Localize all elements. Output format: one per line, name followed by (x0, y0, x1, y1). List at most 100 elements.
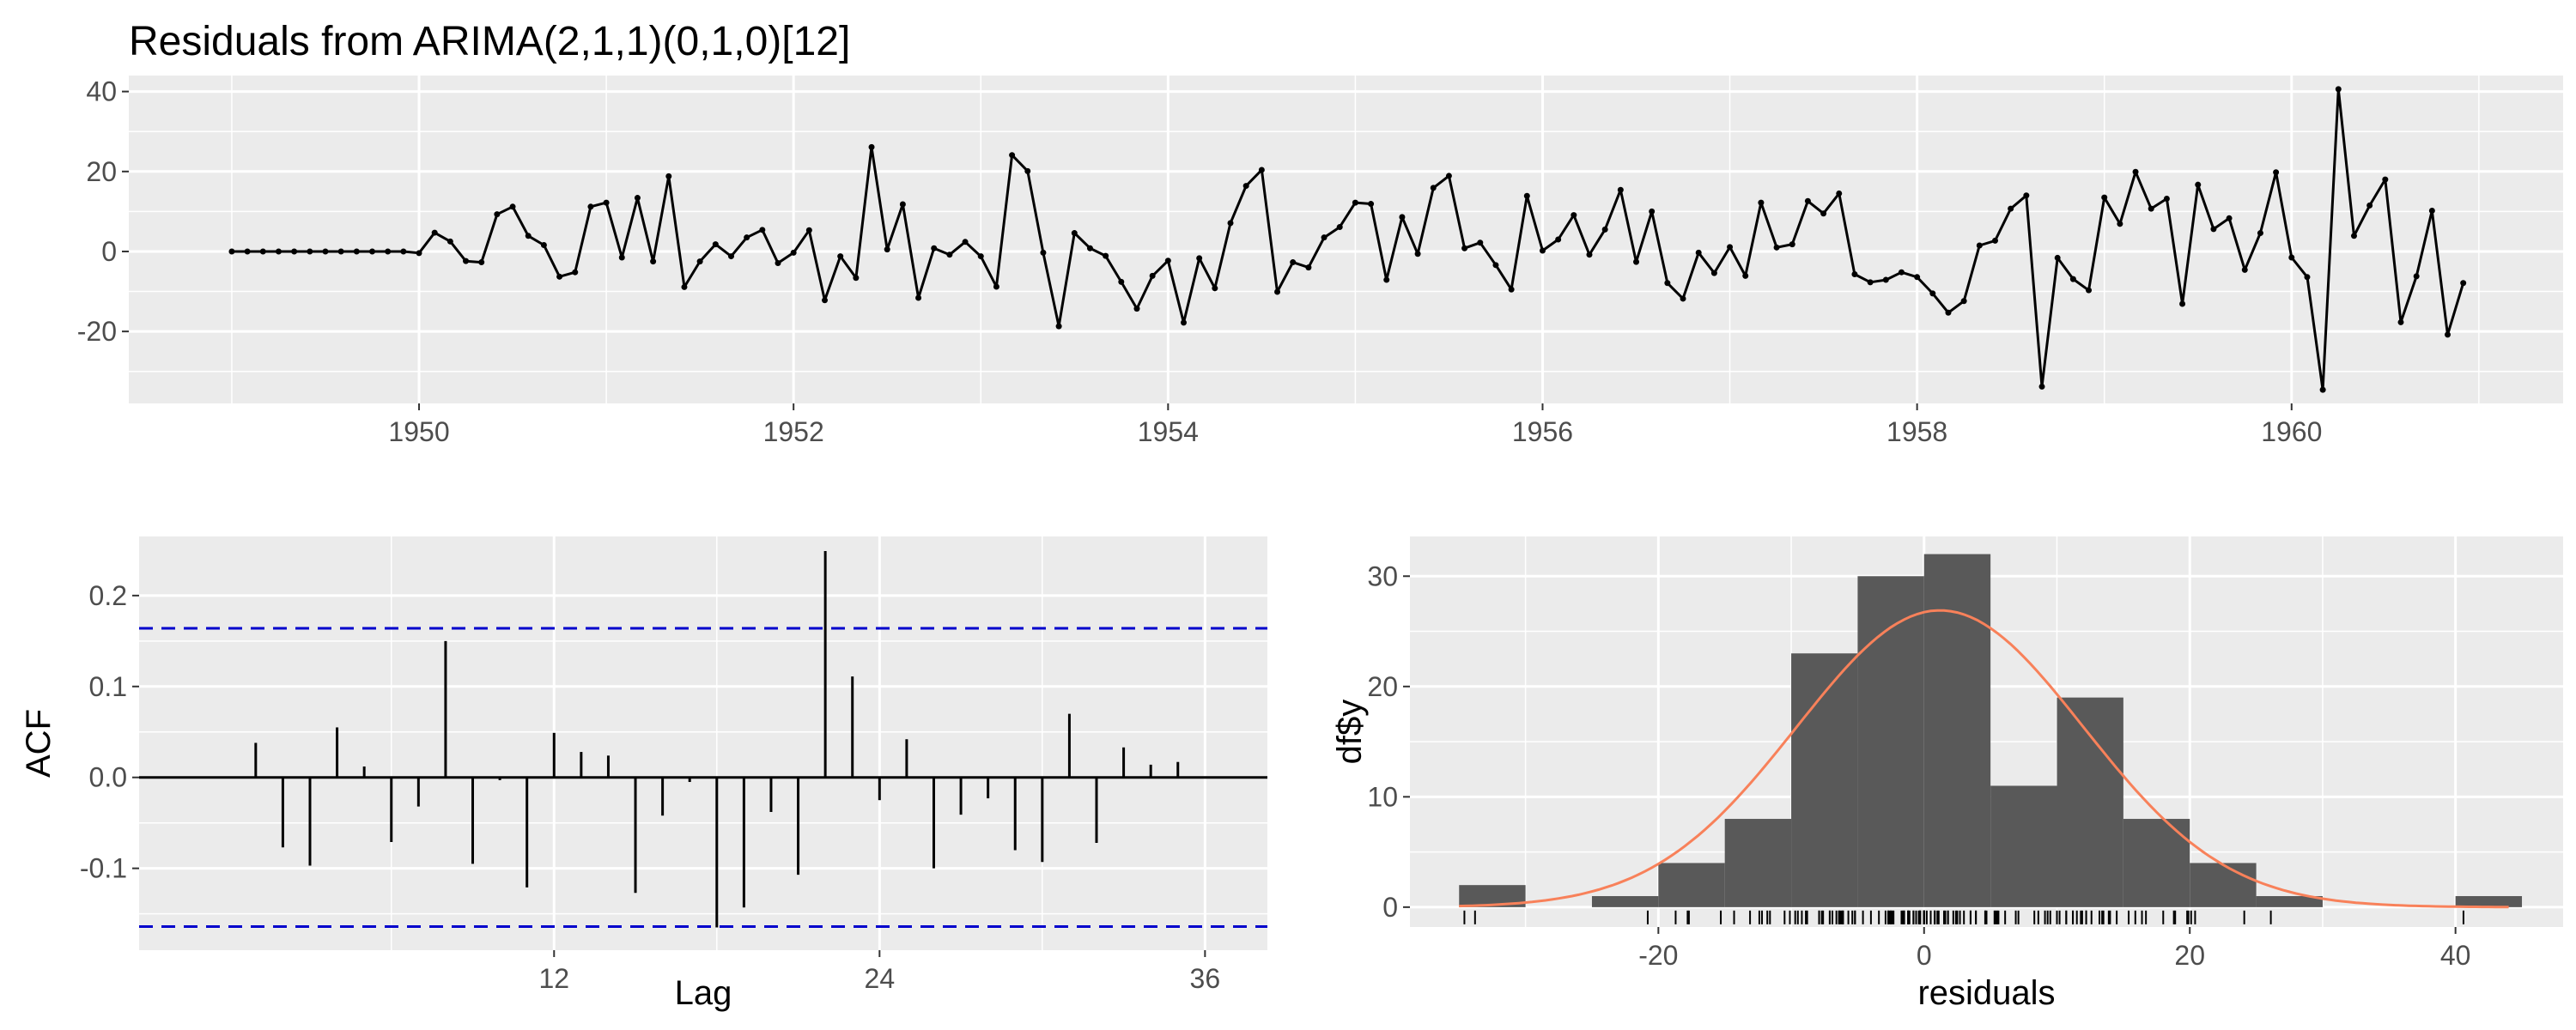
residual-point (681, 283, 688, 290)
residual-point (1617, 186, 1624, 193)
residual-point (650, 258, 657, 265)
residual-point (2117, 221, 2123, 227)
histogram-bar (1923, 554, 1991, 907)
residual-point (259, 248, 266, 255)
histogram-x-tick-label: -20 (1638, 940, 1678, 971)
residual-point (2241, 266, 2248, 273)
residual-point (1789, 241, 1795, 248)
residual-point (2038, 383, 2045, 390)
residual-point (540, 242, 547, 249)
histogram-bar (2455, 896, 2523, 907)
residual-point (353, 248, 360, 255)
timeseries-x-tick-label: 1954 (1138, 416, 1199, 447)
residual-point (884, 246, 890, 253)
acf-x-tick-label: 12 (538, 963, 569, 994)
residual-point (1976, 242, 1983, 249)
residual-point (712, 241, 719, 248)
histogram-x-tick-label: 40 (2440, 940, 2471, 971)
residual-point (1571, 212, 1577, 219)
residual-point (1836, 190, 1843, 197)
residual-point (915, 294, 922, 301)
timeseries-y-tick-label: 40 (86, 76, 117, 107)
residual-point (2350, 233, 2357, 239)
residual-point (2132, 168, 2139, 175)
residual-point (291, 248, 298, 255)
residual-point (1695, 249, 1702, 256)
timeseries-x-tick-label: 1952 (763, 416, 824, 447)
residual-point (1820, 210, 1827, 217)
chart-title: Residuals from ARIMA(2,1,1)(0,1,0)[12] (129, 19, 850, 64)
residual-point (1898, 269, 1905, 276)
residual-point (1727, 244, 1734, 251)
residual-point (1305, 264, 1312, 271)
residual-point (2086, 287, 2093, 294)
histogram-x-tick-label: 0 (1917, 940, 1932, 971)
residual-point (946, 251, 953, 258)
histogram-bar (2057, 697, 2123, 907)
residual-point (1164, 258, 1171, 264)
residual-point (1103, 252, 1109, 259)
residual-point (1196, 255, 1203, 262)
residual-point (1680, 295, 1686, 302)
histogram-bar (1990, 785, 2057, 907)
residual-point (727, 253, 734, 260)
timeseries-panel (129, 76, 2563, 403)
residual-point (2008, 205, 2014, 212)
histogram-x-axis-label: residuals (1917, 974, 2055, 1012)
timeseries-x-tick-label: 1950 (388, 416, 449, 447)
residual-point (2148, 205, 2154, 212)
residual-point (431, 229, 438, 236)
histogram-bar (2256, 896, 2323, 907)
residual-point (1773, 244, 1780, 251)
residual-point (2273, 169, 2280, 176)
histogram-bar (1857, 576, 1924, 907)
residual-point (2069, 276, 2076, 282)
residual-point (322, 248, 329, 255)
residual-point (2382, 176, 2389, 183)
residual-point (385, 248, 392, 255)
residual-point (1040, 249, 1047, 256)
residual-point (1055, 323, 1062, 330)
residual-point (2226, 215, 2233, 221)
timeseries-y-tick-label: -20 (77, 316, 117, 347)
residual-point (463, 258, 470, 264)
acf-y-tick-label: 0.0 (89, 762, 127, 793)
residual-point (1071, 230, 1078, 237)
residual-point (1633, 258, 1640, 265)
residual-point (1601, 226, 1608, 233)
residual-point (2179, 300, 2186, 307)
residual-point (1180, 319, 1187, 326)
residual-point (1882, 276, 1889, 283)
acf-panel (139, 536, 1267, 950)
residual-point (494, 211, 501, 218)
residual-point (1991, 237, 1998, 244)
residual-point (775, 259, 781, 266)
residual-point (899, 201, 906, 208)
residual-point (837, 253, 844, 260)
residual-point (1321, 234, 1327, 241)
histogram-bar (1791, 653, 1858, 907)
residual-point (228, 248, 235, 255)
residual-point (1539, 247, 1546, 254)
residual-point (1414, 251, 1421, 258)
normal-density-curve (1459, 609, 2509, 909)
residual-point (509, 203, 516, 210)
histogram-bar (2190, 863, 2257, 907)
histogram-bar (1724, 819, 1792, 907)
residual-point (1710, 270, 1717, 276)
timeseries-y-tick-label: 20 (86, 156, 117, 187)
residual-point (2319, 386, 2326, 393)
timeseries-x-tick-label: 1958 (1886, 416, 1947, 447)
residual-point (1274, 288, 1281, 295)
residual-point (2366, 202, 2373, 209)
residual-point (603, 199, 610, 206)
acf-x-tick-label: 24 (865, 963, 896, 994)
residual-point (744, 234, 750, 241)
residual-point (1368, 201, 1375, 208)
residual-point (244, 248, 251, 255)
residual-point (1383, 276, 1390, 283)
residual-point (307, 248, 313, 255)
residual-point (2304, 274, 2311, 281)
